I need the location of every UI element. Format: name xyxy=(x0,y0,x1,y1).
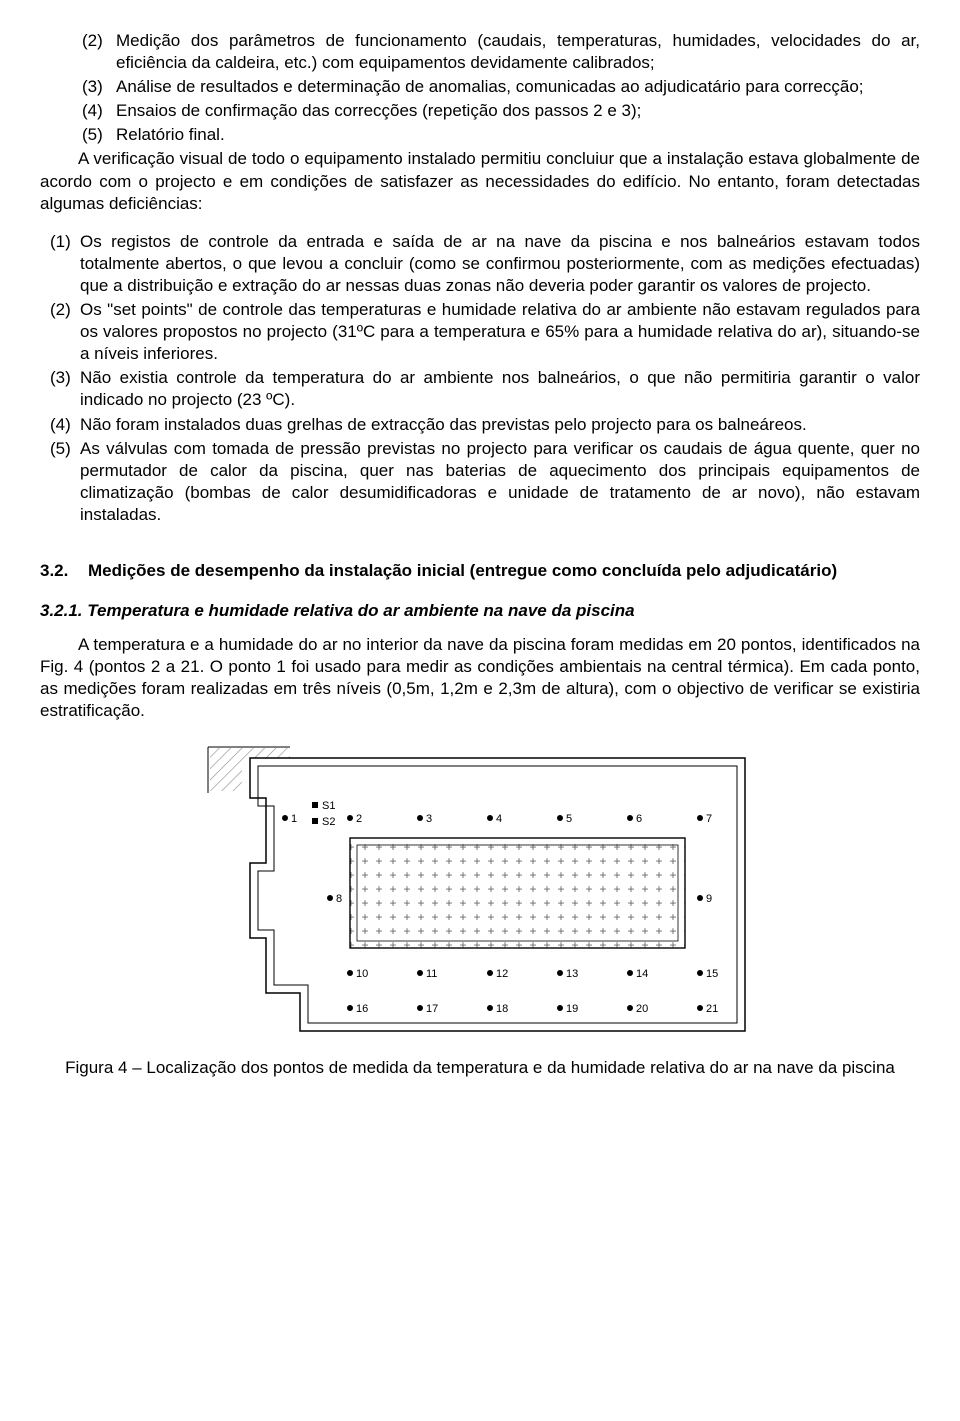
list-number: (4) xyxy=(50,414,80,436)
list-number: (3) xyxy=(82,76,116,98)
svg-text:S1: S1 xyxy=(322,800,335,812)
svg-text:18: 18 xyxy=(496,1003,508,1015)
svg-text:15: 15 xyxy=(706,968,718,980)
svg-text:5: 5 xyxy=(566,813,572,825)
list-number: (5) xyxy=(50,438,80,526)
section-heading: 3.2. Medições de desempenho da instalaçã… xyxy=(40,560,920,582)
svg-text:8: 8 xyxy=(336,893,342,905)
list-text: Não existia controle da temperatura do a… xyxy=(80,367,920,411)
svg-text:16: 16 xyxy=(356,1003,368,1015)
svg-text:2: 2 xyxy=(356,813,362,825)
paragraph-body: A verificação visual de todo o equipamen… xyxy=(40,148,920,214)
svg-text:9: 9 xyxy=(706,893,712,905)
svg-text:1: 1 xyxy=(291,813,297,825)
list-number: (1) xyxy=(50,231,80,297)
numbered-list-mid: (1)Os registos de controle da entrada e … xyxy=(40,231,920,526)
subsection-heading: 3.2.1. Temperatura e humidade relativa d… xyxy=(40,600,920,622)
list-text: Não foram instalados duas grelhas de ext… xyxy=(80,414,920,436)
list-text: Relatório final. xyxy=(116,124,920,146)
figure-diagram: +123456789101112131415161718192021S1S2 xyxy=(190,743,770,1043)
list-text: Ensaios de confirmação das correcções (r… xyxy=(116,100,920,122)
list-item: (1)Os registos de controle da entrada e … xyxy=(50,231,920,297)
svg-text:7: 7 xyxy=(706,813,712,825)
svg-text:11: 11 xyxy=(426,968,437,980)
svg-text:3: 3 xyxy=(426,813,432,825)
svg-text:4: 4 xyxy=(496,813,502,825)
section-title: Medições de desempenho da instalação ini… xyxy=(88,560,920,582)
list-number: (5) xyxy=(82,124,116,146)
list-number: (3) xyxy=(50,367,80,411)
svg-text:12: 12 xyxy=(496,968,508,980)
list-item: (3)Análise de resultados e determinação … xyxy=(82,76,920,98)
list-item: (2)Medição dos parâmetros de funcionamen… xyxy=(82,30,920,74)
svg-text:19: 19 xyxy=(566,1003,578,1015)
svg-text:S2: S2 xyxy=(322,816,335,828)
list-number: (2) xyxy=(50,299,80,365)
svg-text:14: 14 xyxy=(636,968,648,980)
list-item: (5)As válvulas com tomada de pressão pre… xyxy=(50,438,920,526)
figure-caption: Figura 4 – Localização dos pontos de med… xyxy=(40,1057,920,1079)
svg-text:21: 21 xyxy=(706,1003,718,1015)
svg-text:10: 10 xyxy=(356,968,368,980)
svg-text:17: 17 xyxy=(426,1003,438,1015)
list-text: As válvulas com tomada de pressão previs… xyxy=(80,438,920,526)
list-item: (2)Os "set points" de controle das tempe… xyxy=(50,299,920,365)
list-item: (4)Ensaios de confirmação das correcções… xyxy=(82,100,920,122)
svg-text:6: 6 xyxy=(636,813,642,825)
list-item: (4)Não foram instalados duas grelhas de … xyxy=(50,414,920,436)
list-number: (2) xyxy=(82,30,116,74)
list-text: Os registos de controle da entrada e saí… xyxy=(80,231,920,297)
list-text: Os "set points" de controle das temperat… xyxy=(80,299,920,365)
numbered-list-top: (2)Medição dos parâmetros de funcionamen… xyxy=(40,30,920,146)
list-text: Medição dos parâmetros de funcionamento … xyxy=(116,30,920,74)
svg-text:20: 20 xyxy=(636,1003,648,1015)
list-number: (4) xyxy=(82,100,116,122)
svg-text:13: 13 xyxy=(566,968,578,980)
list-text: Análise de resultados e determinação de … xyxy=(116,76,920,98)
list-item: (5)Relatório final. xyxy=(82,124,920,146)
list-item: (3)Não existia controle da temperatura d… xyxy=(50,367,920,411)
section-number: 3.2. xyxy=(40,560,88,582)
paragraph-body: A temperatura e a humidade do ar no inte… xyxy=(40,634,920,722)
